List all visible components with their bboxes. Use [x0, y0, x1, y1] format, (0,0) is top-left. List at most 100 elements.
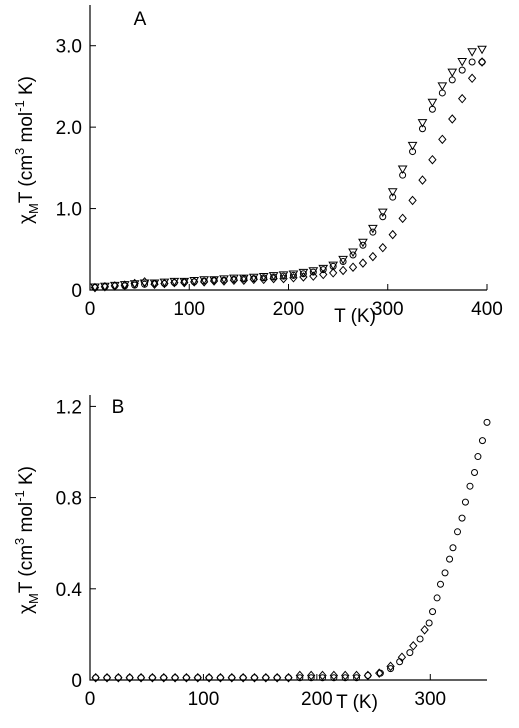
diamond-marker	[216, 672, 225, 683]
series	[92, 418, 491, 682]
diamond-marker	[272, 672, 282, 683]
circle-marker	[330, 674, 338, 682]
circle-marker	[299, 270, 307, 278]
diamond-marker	[309, 271, 318, 281]
diamond-marker	[420, 625, 429, 635]
diamond-marker	[130, 278, 139, 289]
diamond-marker	[458, 93, 467, 104]
y-axis-label-part: M	[26, 593, 41, 604]
series	[91, 58, 486, 292]
diamond-marker	[102, 672, 112, 683]
circle-marker	[296, 674, 304, 682]
diamond-marker	[180, 277, 189, 288]
diamond-marker	[398, 213, 407, 224]
triangle-marker	[318, 264, 329, 274]
diamond-marker	[358, 258, 368, 268]
y-tick-label: 3.0	[56, 37, 82, 58]
diamond-marker	[110, 281, 119, 291]
diamond-marker	[150, 279, 159, 290]
circle-marker	[478, 437, 486, 445]
series	[90, 45, 487, 293]
circle-marker	[425, 619, 433, 627]
x-tick-label: 300	[372, 299, 404, 320]
diamond-marker	[120, 280, 129, 290]
circle-marker	[474, 453, 482, 461]
diamond-marker	[261, 672, 270, 683]
y-tick-label: 1.0	[56, 200, 82, 221]
triangle-marker	[377, 208, 388, 218]
y-axis-label-part: T (cm	[16, 545, 37, 593]
circle-marker	[483, 418, 491, 426]
triangle-marker	[288, 270, 299, 280]
circle-marker	[319, 674, 327, 682]
diamond-marker	[136, 672, 146, 683]
series	[91, 625, 429, 683]
diamond-marker	[100, 281, 110, 292]
diamond-marker	[269, 273, 278, 284]
circle-marker	[438, 89, 446, 97]
circle-marker	[416, 635, 424, 643]
circle-marker	[341, 674, 349, 682]
circle-marker	[309, 268, 317, 276]
triangle-marker	[477, 45, 487, 55]
y-axis-label-part: mol	[16, 112, 37, 148]
diamond-marker	[318, 670, 327, 681]
circle-marker	[280, 272, 288, 280]
circle-marker	[461, 498, 469, 506]
y-tick-label: 0	[71, 671, 82, 692]
diamond-marker	[319, 269, 328, 280]
y-axis-label-part: K)	[16, 76, 37, 100]
diamond-marker	[170, 277, 179, 288]
y-axis-label-part: χ	[16, 604, 37, 614]
diamond-marker	[352, 670, 361, 681]
diamond-marker	[148, 672, 157, 683]
diamond-marker	[428, 154, 437, 165]
x-tick-label: 100	[173, 299, 205, 320]
triangle-marker	[437, 82, 448, 91]
diamond-marker	[279, 273, 288, 284]
y-axis-label-part: mol	[16, 502, 37, 538]
diamond-marker	[307, 670, 316, 681]
triangle-marker	[328, 261, 339, 271]
triangle-marker	[457, 58, 468, 67]
diamond-marker	[397, 652, 407, 662]
triangle-marker	[368, 224, 378, 234]
circle-marker	[446, 555, 454, 563]
y-axis-label-part: -1	[12, 100, 27, 112]
y-tick-label: 0.8	[56, 489, 82, 510]
circle-marker	[471, 469, 479, 477]
diamond-marker	[239, 275, 249, 285]
circle-marker	[458, 66, 466, 74]
circle-marker	[441, 569, 449, 577]
diamond-marker	[259, 274, 268, 285]
triangle-marker	[387, 188, 398, 197]
y-axis-label-part: M	[26, 203, 41, 214]
x-tick-label: 200	[273, 299, 305, 320]
circle-marker	[418, 125, 426, 133]
circle-marker	[319, 266, 327, 274]
triangle-marker	[417, 119, 428, 128]
y-axis-label: χMT (cm3 mol-1 K)	[12, 466, 41, 614]
diamond-marker	[227, 672, 236, 683]
triangle-marker	[338, 255, 348, 265]
x-tick-label: 200	[301, 689, 333, 710]
series	[90, 57, 487, 293]
x-tick-label: 100	[188, 689, 220, 710]
panel: 0 100 200 300 400 0 1.0 2.0 3.0 A T (K) χMT (cm3 mo…	[12, 5, 503, 327]
diamond-marker	[378, 242, 387, 253]
diamond-marker	[408, 195, 417, 206]
circle-marker	[458, 514, 466, 522]
circle-marker	[429, 608, 437, 616]
y-axis-label-part: 3	[12, 148, 27, 155]
diamond-marker	[91, 672, 100, 683]
diamond-marker	[368, 251, 378, 262]
triangle-marker	[397, 165, 408, 174]
circle-marker	[349, 251, 357, 259]
y-axis-label-part: T (cm	[16, 155, 37, 203]
x-tick-label: 300	[414, 689, 446, 710]
circle-marker	[436, 580, 444, 588]
x-axis-label: T (K)	[336, 692, 378, 713]
diamond-marker	[209, 276, 219, 286]
diamond-marker	[249, 274, 258, 285]
triangle-marker	[407, 141, 418, 151]
